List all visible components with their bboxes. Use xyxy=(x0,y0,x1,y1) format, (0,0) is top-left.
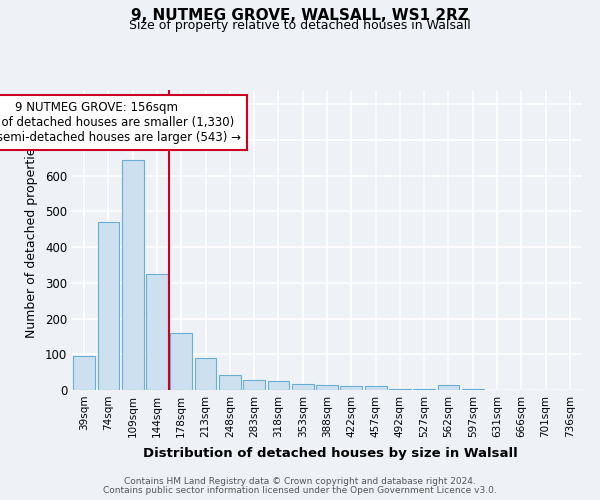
Text: Contains HM Land Registry data © Crown copyright and database right 2024.: Contains HM Land Registry data © Crown c… xyxy=(124,477,476,486)
Text: Distribution of detached houses by size in Walsall: Distribution of detached houses by size … xyxy=(143,448,517,460)
Text: Contains public sector information licensed under the Open Government Licence v3: Contains public sector information licen… xyxy=(103,486,497,495)
Bar xyxy=(243,380,265,390)
Text: 9 NUTMEG GROVE: 156sqm
← 71% of detached houses are smaller (1,330)
29% of semi-: 9 NUTMEG GROVE: 156sqm ← 71% of detached… xyxy=(0,100,241,144)
Text: 9, NUTMEG GROVE, WALSALL, WS1 2RZ: 9, NUTMEG GROVE, WALSALL, WS1 2RZ xyxy=(131,8,469,22)
Bar xyxy=(219,375,241,390)
Y-axis label: Number of detached properties: Number of detached properties xyxy=(25,142,38,338)
Bar xyxy=(437,384,460,390)
Bar xyxy=(170,333,192,390)
Bar xyxy=(97,222,119,390)
Bar xyxy=(292,384,314,390)
Bar xyxy=(365,386,386,390)
Bar xyxy=(73,356,95,390)
Bar xyxy=(389,389,411,390)
Text: Size of property relative to detached houses in Walsall: Size of property relative to detached ho… xyxy=(129,19,471,32)
Bar xyxy=(413,388,435,390)
Bar xyxy=(122,160,143,390)
Bar xyxy=(316,384,338,390)
Bar xyxy=(268,381,289,390)
Bar xyxy=(194,358,217,390)
Bar xyxy=(340,386,362,390)
Bar xyxy=(146,274,168,390)
